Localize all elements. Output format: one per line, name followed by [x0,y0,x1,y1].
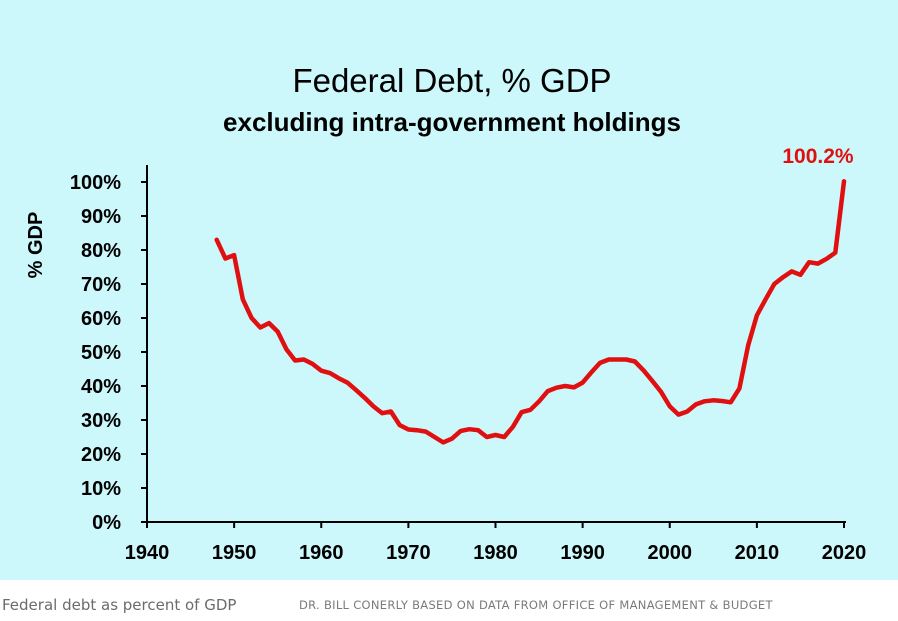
x-tick-label: 2000 [648,542,693,564]
x-tick-label: 2020 [822,542,867,564]
y-tick-label: 50% [81,342,121,364]
y-tick-label: 40% [81,376,121,398]
x-tick-label: 1970 [386,542,431,564]
x-ticks: 1940 1950 1960 1970 1980 1990 2000 2010 2020 [125,522,867,564]
debt-series-line [214,179,847,445]
image-caption: Federal debt as percent of GDP DR. BILL … [0,580,898,621]
x-tick-label: 1950 [212,542,257,564]
y-tick-label: 90% [81,206,121,228]
y-tick-label: 70% [81,274,121,296]
y-tick-label: 30% [81,410,121,432]
y-tick-label: 0% [92,512,121,534]
caption-text: Federal debt as percent of GDP [2,596,237,614]
y-ticks: 0% 10% 20% 30% 40% 50% 60% 70% 80% 90% 100% [70,172,147,534]
x-tick-label: 1960 [299,542,344,564]
x-tick-label: 1980 [473,542,518,564]
chart-subtitle: excluding intra-government holdings [223,107,681,137]
y-tick-label: 100% [70,172,121,194]
y-tick-label: 80% [81,240,121,262]
y-axis-label: % GDP [25,212,47,279]
debt-line-chart: Federal Debt, % GDP excluding intra-gove… [25,62,867,564]
x-tick-label: 2010 [735,542,780,564]
y-tick-label: 60% [81,308,121,330]
x-tick-label: 1940 [125,542,170,564]
x-tick-label: 1990 [560,542,605,564]
chart-title: Federal Debt, % GDP [292,62,611,99]
y-tick-label: 20% [81,444,121,466]
chart-panel: Federal Debt, % GDP excluding intra-gove… [0,0,898,580]
y-tick-label: 10% [81,478,121,500]
annotation-peak-value: 100.2% [782,145,854,168]
caption-credit: DR. BILL CONERLY BASED ON DATA FROM OFFI… [299,598,773,612]
